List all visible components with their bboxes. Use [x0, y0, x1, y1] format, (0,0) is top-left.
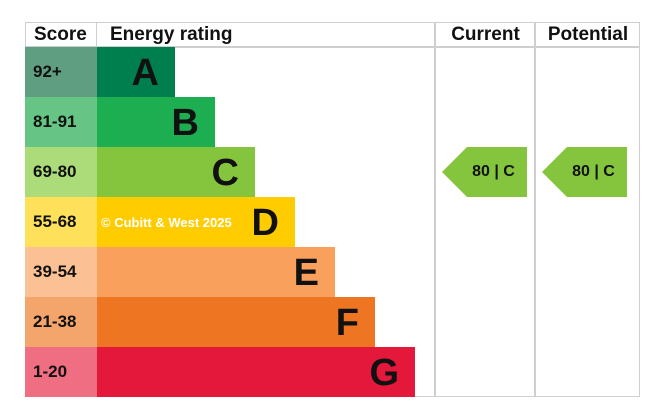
current-rating-label: 80 | C	[472, 163, 515, 180]
score-divider	[96, 22, 97, 47]
potential-rating-label: 80 | C	[572, 163, 615, 180]
band-bar-b: B	[97, 97, 215, 147]
score-cell-d: 55-68	[25, 197, 97, 247]
score-cell-g: 1-20	[25, 347, 97, 397]
right-border	[639, 22, 640, 397]
band-bar-f: F	[97, 297, 375, 347]
band-letter: D	[251, 202, 279, 244]
band-bar-g: G	[97, 347, 415, 397]
potential-rating-arrow: 80 | C	[542, 147, 627, 197]
band-letter: F	[335, 302, 359, 344]
header-energy-rating: Energy rating	[110, 24, 233, 45]
band-letter: A	[131, 52, 159, 94]
score-cell-b: 81-91	[25, 97, 97, 147]
header-current: Current	[451, 24, 520, 45]
current-divider	[434, 22, 436, 397]
band-bar-c: C	[97, 147, 255, 197]
watermark: © Cubitt & West 2025	[101, 215, 232, 230]
band-letter: C	[211, 152, 239, 194]
header-divider	[25, 46, 640, 48]
score-cell-f: 21-38	[25, 297, 97, 347]
band-bar-d: D © Cubitt & West 2025	[97, 197, 295, 247]
band-letter: B	[171, 102, 199, 144]
score-cell-e: 39-54	[25, 247, 97, 297]
score-cell-c: 69-80	[25, 147, 97, 197]
current-rating-arrow: 80 | C	[442, 147, 527, 197]
top-border	[25, 22, 640, 23]
band-bar-e: E	[97, 247, 335, 297]
band-letter: G	[369, 352, 399, 394]
potential-divider	[534, 22, 536, 397]
band-letter: E	[293, 252, 319, 294]
header-score: Score	[34, 24, 87, 45]
score-cell-a: 92+	[25, 47, 97, 97]
header-potential: Potential	[547, 24, 629, 45]
band-bar-a: A	[97, 47, 175, 97]
